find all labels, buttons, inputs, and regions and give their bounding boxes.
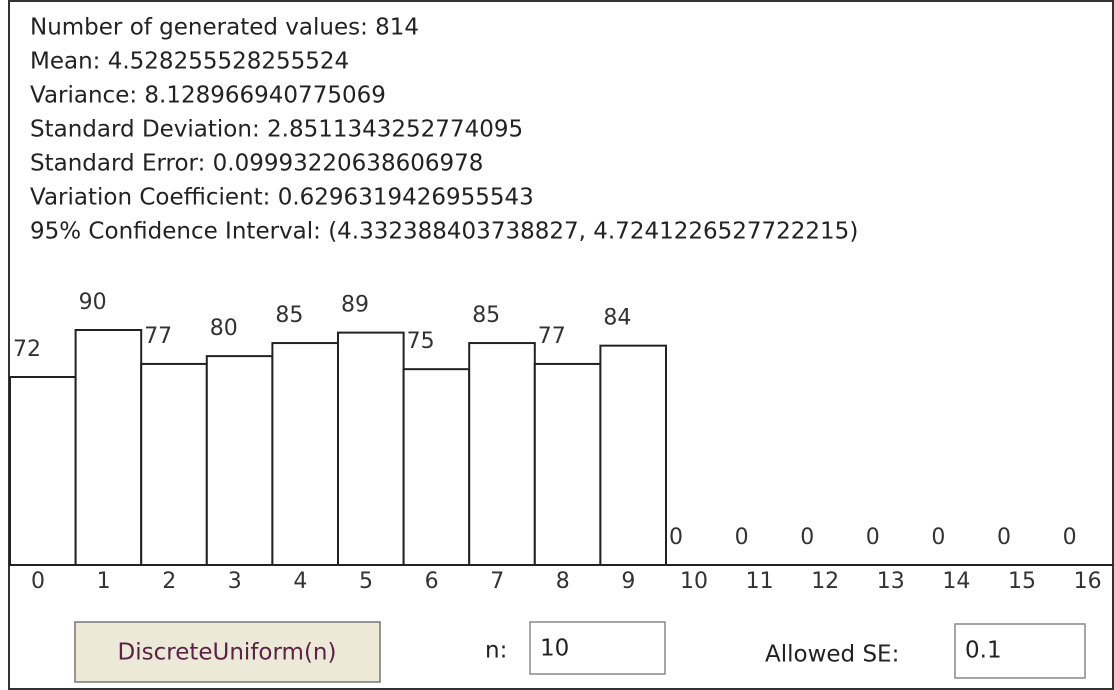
frame bbox=[8, 0, 1114, 690]
n-label: n: bbox=[485, 638, 507, 664]
bar bbox=[402, 368, 471, 566]
value-label: 90 bbox=[79, 290, 107, 315]
x-tick-label: 6 bbox=[425, 569, 439, 594]
bar bbox=[337, 331, 405, 566]
x-tick-label: 14 bbox=[942, 569, 970, 594]
stat-line: Standard Error: 0.09993220638606978 bbox=[30, 151, 483, 177]
generate-button[interactable]: DiscreteUniform(n) bbox=[118, 640, 337, 666]
button-frame[interactable] bbox=[74, 621, 381, 683]
value-label: 0 bbox=[735, 525, 749, 550]
stat-line: Number of generated values: 814 bbox=[30, 15, 419, 41]
stat-line: Mean: 4.528255528255524 bbox=[30, 49, 349, 75]
se-input[interactable] bbox=[954, 623, 1086, 679]
x-tick-label: 15 bbox=[1008, 569, 1036, 594]
value-label: 72 bbox=[13, 337, 41, 362]
value-label: 89 bbox=[341, 293, 369, 318]
x-tick-label: 12 bbox=[811, 569, 839, 594]
bar bbox=[140, 362, 208, 567]
bar bbox=[205, 355, 274, 566]
value-label: 0 bbox=[866, 525, 880, 550]
x-tick-label: 9 bbox=[621, 569, 635, 594]
x-tick-label: 10 bbox=[680, 569, 708, 594]
x-tick-label: 13 bbox=[877, 569, 905, 594]
stat-line: Variance: 8.128966940775069 bbox=[30, 83, 386, 109]
x-tick-label: 16 bbox=[1074, 569, 1102, 594]
x-tick-label: 7 bbox=[490, 569, 504, 594]
stat-line: Standard Deviation: 2.8511343252774095 bbox=[30, 117, 523, 143]
stat-line: Variation Coefficient: 0.629631942695554… bbox=[30, 185, 534, 211]
bar bbox=[9, 376, 77, 566]
stats-panel: Number of generated values: 814 Mean: 4.5… bbox=[30, 15, 858, 245]
bar bbox=[271, 342, 339, 566]
value-label: 80 bbox=[210, 316, 238, 341]
x-tick-label: 3 bbox=[228, 569, 242, 594]
stat-line: 95% Confidence Interval: (4.332388403738… bbox=[30, 219, 858, 245]
value-label: 75 bbox=[407, 329, 435, 354]
n-input[interactable] bbox=[529, 621, 666, 675]
histogram: 7209017728038548957568577788490100110120… bbox=[9, 290, 1113, 594]
x-tick-label: 1 bbox=[97, 569, 111, 594]
bar bbox=[599, 344, 668, 566]
value-label: 0 bbox=[1063, 525, 1077, 550]
se-value[interactable]: 0.1 bbox=[965, 638, 1002, 664]
bar bbox=[533, 362, 602, 567]
value-label: 77 bbox=[538, 324, 566, 349]
x-tick-label: 4 bbox=[293, 569, 307, 594]
se-label: Allowed SE: bbox=[765, 642, 899, 668]
x-tick-label: 2 bbox=[162, 569, 176, 594]
value-label: 0 bbox=[931, 525, 945, 550]
value-label: 0 bbox=[997, 525, 1011, 550]
n-value[interactable]: 10 bbox=[540, 636, 569, 662]
x-tick-label: 8 bbox=[556, 569, 570, 594]
value-label: 84 bbox=[603, 306, 631, 331]
bar bbox=[468, 342, 536, 566]
x-tick-label: 11 bbox=[746, 569, 774, 594]
value-label: 0 bbox=[669, 525, 683, 550]
x-tick-label: 5 bbox=[359, 569, 373, 594]
value-label: 0 bbox=[800, 525, 814, 550]
value-label: 77 bbox=[144, 324, 172, 349]
value-label: 85 bbox=[275, 303, 303, 328]
bar bbox=[74, 329, 143, 566]
value-label: 85 bbox=[472, 303, 500, 328]
x-tick-label: 0 bbox=[31, 569, 45, 594]
